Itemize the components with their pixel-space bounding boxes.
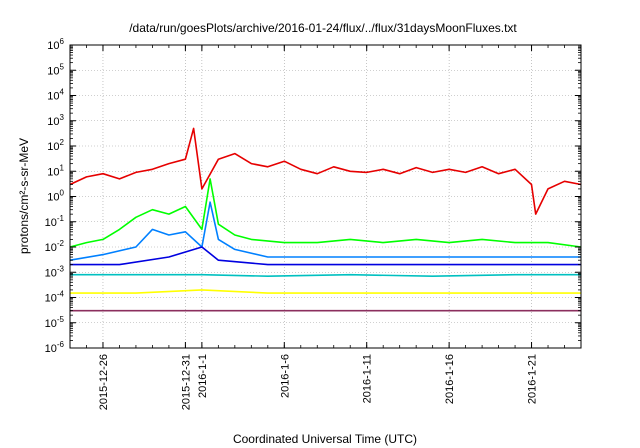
y-tick-label: 10-3	[45, 264, 65, 279]
x-tick-label: 2016-1-21	[527, 354, 539, 404]
series-lines	[69, 127, 582, 312]
y-tick-label: 105	[47, 62, 64, 77]
x-tick-label: 2016-1-1	[197, 354, 209, 398]
series-line-4	[70, 246, 581, 266]
axis-ticks: 10-6 10-5 10-4 10-3 10-2 10-1 100 101 102 103 104 1…	[45, 37, 582, 410]
series-line-2	[69, 178, 582, 248]
x-tick-label: 2016-1-11	[362, 354, 374, 403]
chart-title: /data/run/goesPlots/archive/2016-01-24/f…	[129, 21, 517, 35]
x-tick-label: 2016-1-16	[444, 354, 456, 404]
y-tick-label: 10-6	[45, 340, 65, 355]
x-tick-label: 2015-12-26	[98, 354, 110, 410]
y-tick-label: 102	[47, 138, 64, 153]
y-axis-label: protons/cm²-s-sr-MeV	[17, 138, 31, 254]
grid-lines	[70, 45, 581, 348]
y-tick-label: 10-1	[45, 214, 65, 229]
y-tick-label: 10-4	[45, 290, 65, 305]
series-line-6	[70, 289, 581, 294]
x-tick-label: 2016-1-6	[279, 354, 291, 398]
y-tick-label: 104	[47, 88, 64, 103]
y-tick-label: 101	[47, 163, 64, 178]
y-tick-label: 103	[47, 113, 64, 128]
series-line-3	[69, 201, 581, 261]
x-axis-title: Coordinated Universal Time (UTC)	[233, 432, 417, 446]
y-tick-label: 106	[47, 37, 64, 52]
y-tick-label: 10-2	[45, 239, 65, 254]
series-line-5	[70, 273, 581, 278]
y-tick-label: 10-5	[45, 315, 65, 330]
series-line-1	[69, 127, 582, 215]
y-axis-title: protons/cm²-s-sr-MeV	[17, 138, 31, 254]
y-tick-label: 100	[47, 189, 64, 204]
x-tick-label: 2015-12-31	[180, 354, 192, 410]
